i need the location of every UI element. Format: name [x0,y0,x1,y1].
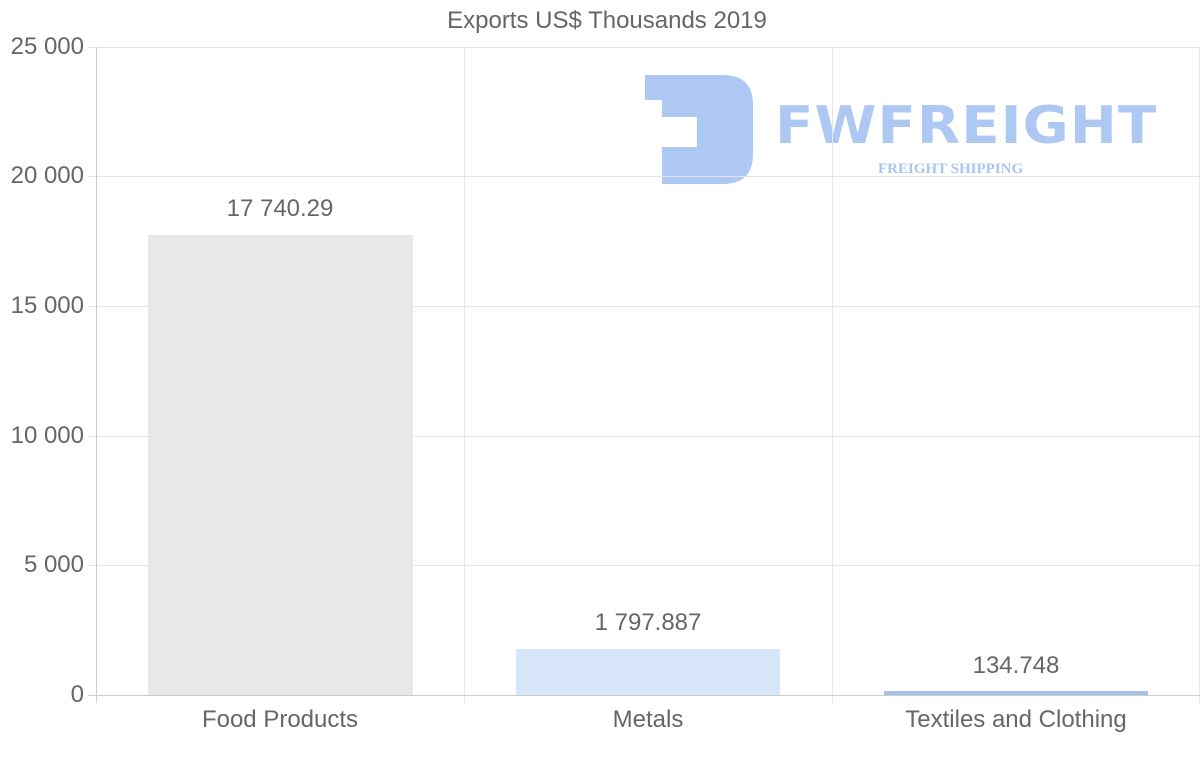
gridline-25000 [88,47,1200,48]
bar-metals[interactable] [516,649,780,695]
bar-value-label: 17 740.29 [226,195,334,222]
bar-value-label: 1 797.887 [594,609,702,636]
gridline-10000 [88,436,1200,437]
fwfreight-watermark: FWFREIGHT FREIGHT SHIPPING [645,72,1156,187]
category-divider-1 [464,47,465,703]
gridline-5000 [88,565,1200,566]
y-tick-label: 15 000 [10,292,84,319]
x-axis-line [88,695,1200,696]
y-tick-label: 5 000 [23,551,84,578]
fwfreight-logo-icon [645,75,753,184]
bar-textiles-and-clothing[interactable] [884,691,1148,695]
chart-title: Exports US$ Thousands 2019 [447,7,767,34]
gridline-20000 [88,176,1200,177]
x-tick-label: Textiles and Clothing [905,706,1127,733]
y-axis-line [96,47,97,703]
y-tick-label: 0 [70,681,84,708]
x-tick-label: Food Products [201,706,359,733]
gridline-15000 [88,306,1200,307]
y-tick-label: 20 000 [10,162,84,189]
bar-food-products[interactable] [148,235,413,695]
y-tick-label: 10 000 [10,422,84,449]
bar-value-label: 134.748 [972,652,1060,679]
y-tick-label: 25 000 [10,33,84,60]
category-divider-2 [832,47,833,703]
x-tick-label: Metals [612,706,684,733]
